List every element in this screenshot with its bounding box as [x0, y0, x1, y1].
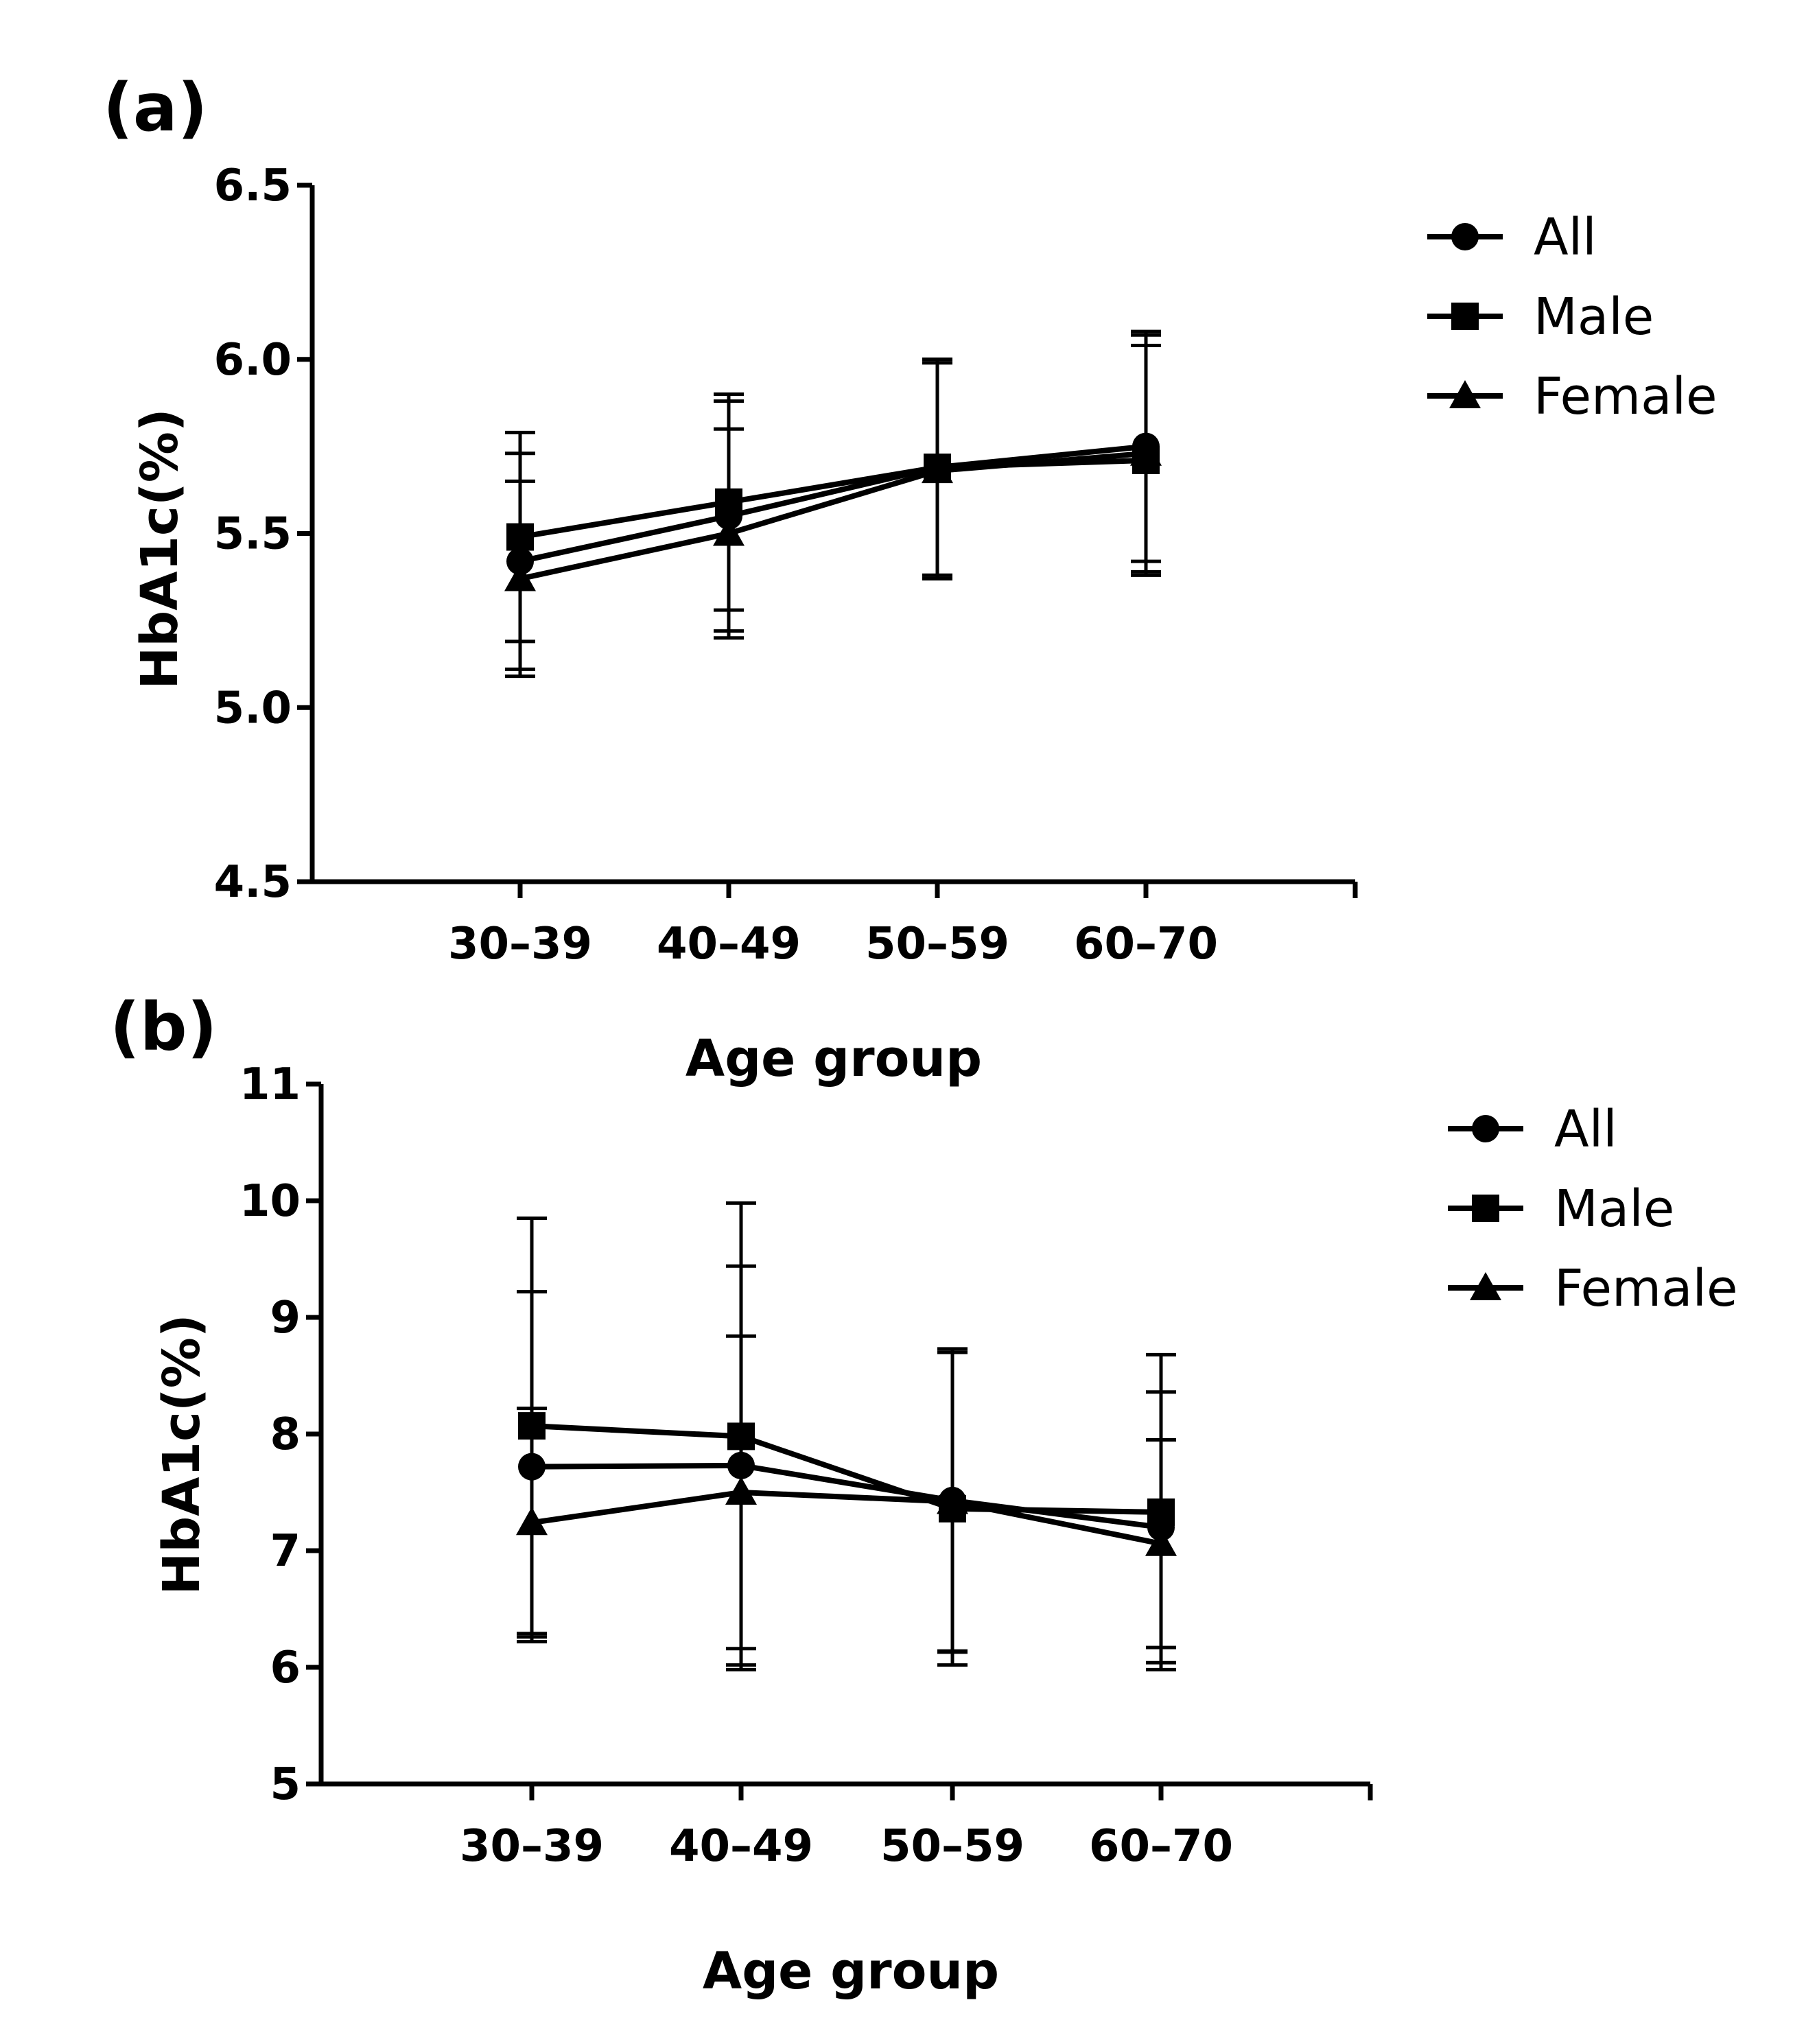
panel-a-legend: All Male Female [1427, 208, 1718, 426]
panel-a-y-axis-title: HbA1c(%) [130, 408, 189, 689]
panel-a-plot-area: 4.5 5.0 5.5 6.0 6.5 30–39 40–49 50–59 60–70 [214, 161, 1358, 970]
panel-a-y-tick-label: 6.0 [214, 335, 292, 386]
panel-b-y-axis-title: HbA1c(%) [152, 1314, 211, 1595]
panel-b-legend-label-female: Female [1554, 1259, 1738, 1318]
panel-b-legend: All Male Female [1448, 1100, 1738, 1318]
panel-a-x-tick-label: 50–59 [865, 919, 1009, 970]
panel-a-x-tick-label: 30–39 [448, 919, 592, 970]
panel-a-legend-marker-all [1451, 223, 1479, 250]
panel-b-legend-marker-female [1470, 1272, 1501, 1300]
panel-a-legend-label-female: Female [1534, 367, 1718, 426]
panel-a-legend-label-all: All [1534, 208, 1597, 267]
panel-a-legend-marker-female [1449, 380, 1481, 408]
panel-b-y-tick-label: 8 [270, 1409, 301, 1460]
panel-b-x-tick-label: 60–70 [1089, 1821, 1233, 1872]
panel-b-x-tick-label: 50–59 [880, 1821, 1024, 1872]
panel-a-x-tick-label: 40–49 [657, 919, 801, 970]
panel-b-x-tick-label: 30–39 [460, 1821, 604, 1872]
panel-a-series-female-point [922, 455, 953, 484]
panel-b: (b) HbA1c(%) Age group 5 6 7 8 9 10 11 30–39 40–… [110, 989, 1738, 2001]
panel-b-series-female-point [516, 1507, 548, 1536]
panel-a-y-tick-label: 6.5 [214, 161, 292, 211]
panel-a: (a) HbA1c(%) Age group 4.5 5.0 5.5 6.0 6.5 30… [103, 69, 1718, 1088]
panel-b-y-tick-label: 5 [270, 1759, 301, 1810]
panel-a-series-male-line [519, 457, 1147, 540]
panel-b-series-female-line [531, 1489, 1162, 1547]
panel-b-legend-marker-all [1472, 1115, 1499, 1142]
panel-a-series-female-point [1130, 437, 1162, 466]
panel-b-y-tick-label: 11 [239, 1059, 301, 1110]
panel-b-x-axis-title: Age group [703, 1942, 999, 2001]
panel-b-legend-label-all: All [1554, 1100, 1617, 1159]
panel-b-series-female-point [937, 1485, 968, 1514]
panel-b-series-all-line [531, 1462, 1162, 1530]
panel-a-y-tick-label: 5.5 [214, 509, 292, 560]
panel-b-y-tick-label: 6 [270, 1643, 301, 1693]
panel-a-y-tick-label: 5.0 [214, 683, 292, 733]
panel-a-legend-marker-male [1451, 303, 1479, 330]
panel-a-x-axis-title: Age group [685, 1029, 982, 1088]
panel-b-series-female-point [1145, 1527, 1177, 1556]
panel-b-series-male-line [531, 1423, 1162, 1515]
panel-b-legend-label-male: Male [1554, 1179, 1674, 1238]
panel-b-y-tick-label: 7 [270, 1526, 301, 1577]
panel-a-series-female-point [713, 517, 745, 546]
panel-b-y-tick-label: 10 [239, 1176, 301, 1227]
panel-b-series-female-point [725, 1477, 757, 1505]
panel-a-series-female-line [519, 450, 1147, 582]
panel-b-label: (b) [110, 989, 217, 1066]
panel-a-x-tick-label: 60–70 [1074, 919, 1218, 970]
panel-b-plot-area: 5 6 7 8 9 10 11 30–39 40–49 50–59 60–70 [239, 1059, 1373, 1872]
panel-a-series-all-line [519, 443, 1147, 565]
panel-a-series-female-point [504, 563, 536, 591]
panel-a-y-tick-label: 4.5 [214, 857, 292, 908]
panel-a-label: (a) [103, 69, 208, 146]
panel-b-y-tick-label: 9 [270, 1293, 301, 1343]
panel-a-legend-label-male: Male [1534, 287, 1654, 346]
panel-b-x-tick-label: 40–49 [669, 1821, 813, 1872]
panel-b-legend-marker-male [1472, 1195, 1499, 1222]
